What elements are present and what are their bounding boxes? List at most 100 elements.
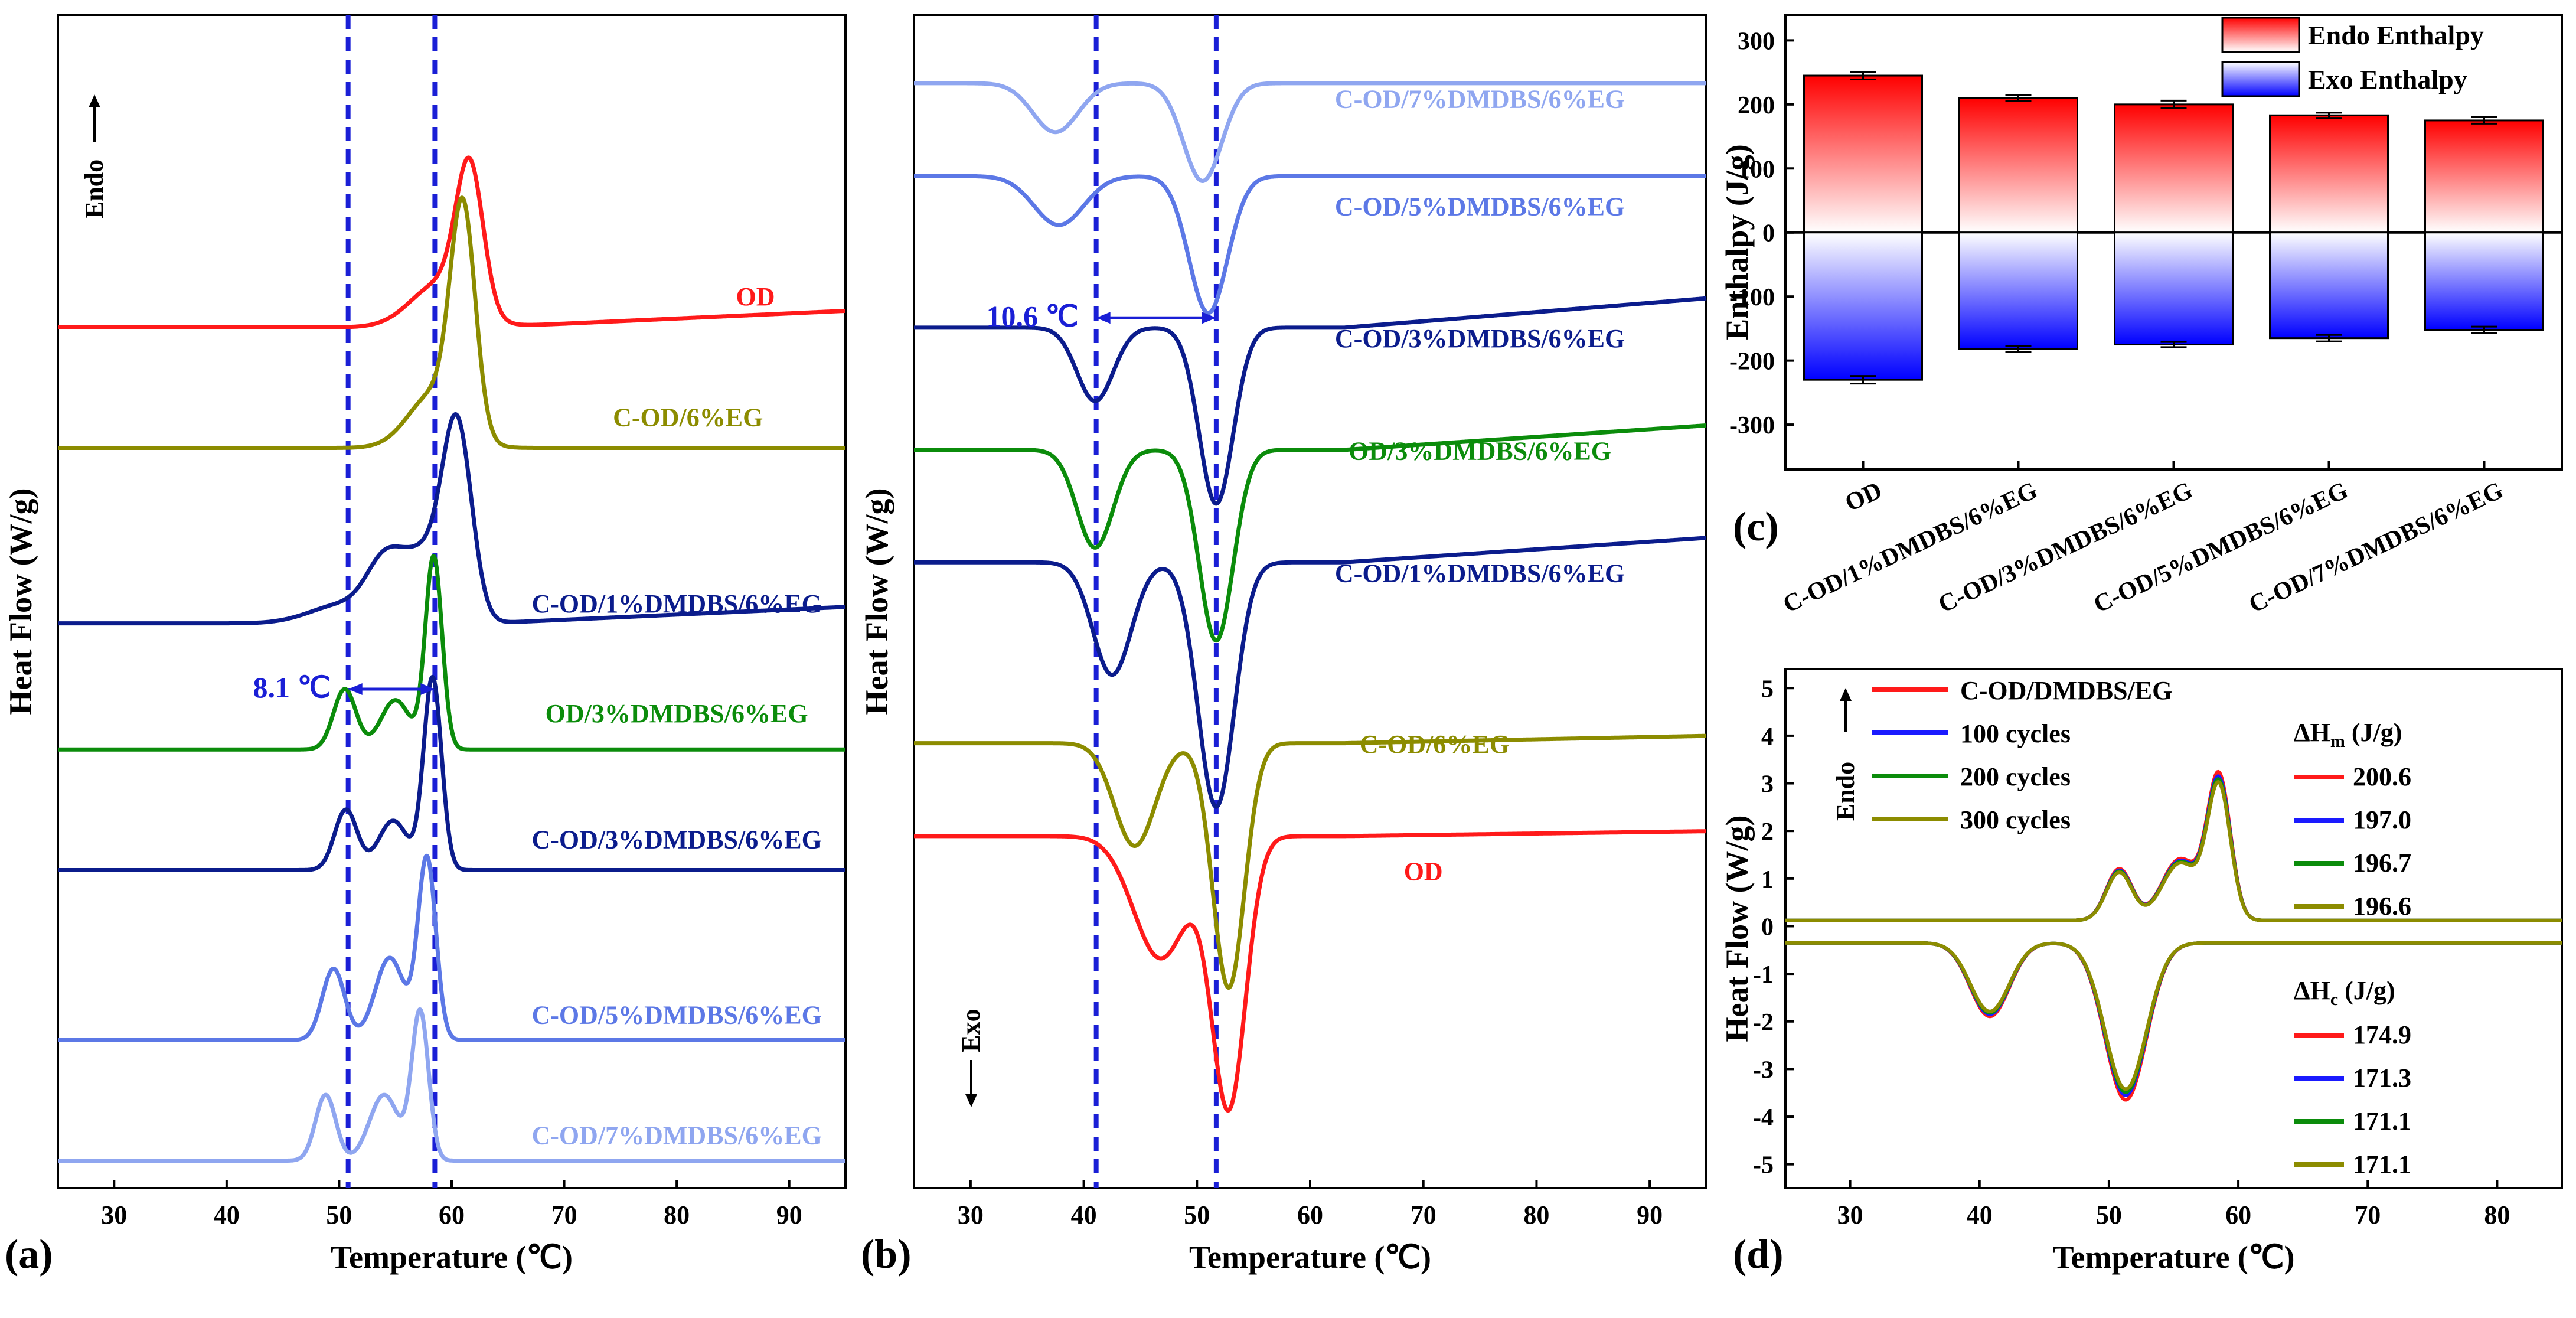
curve-label: C-OD/7%DMDBS/6%EG <box>531 1121 821 1150</box>
x-tick-label: 30 <box>958 1200 984 1229</box>
category-label: C-OD/5%DMDBS/6%EG <box>2089 477 2352 618</box>
curve-label: OD/3%DMDBS/6%EG <box>546 699 808 728</box>
x-tick-label: 70 <box>551 1200 577 1229</box>
x-tick-label: 90 <box>776 1200 802 1229</box>
x-axis-label: Temperature (℃) <box>2052 1239 2294 1275</box>
bar-endo <box>2114 103 2234 234</box>
category-label: C-OD/1%DMDBS/6%EG <box>1779 477 2042 618</box>
category-label: OD <box>1841 477 1886 517</box>
heating-curve <box>1785 774 2562 922</box>
y-tick-label: 100 <box>1738 156 1775 183</box>
y-axis-label: Enthalpy (J/g) <box>1719 144 1755 340</box>
panel-label: (b) <box>861 1232 912 1277</box>
curve-c-od-7-dmdbs-6-eg <box>912 81 1708 183</box>
plot-frame <box>913 14 1707 1189</box>
legend-label: Exo Enthalpy <box>2308 64 2467 94</box>
panel-a: 30 40 50 60 70 80 90 OD C-OD/6%EG C-OD/1%DMDBS/6%… <box>3 14 847 1277</box>
bar-endo <box>1803 74 1923 234</box>
category-label: C-OD/3%DMDBS/6%EG <box>1934 477 2197 618</box>
annotation-arrow-head-right <box>420 683 435 696</box>
bar-exo <box>1803 231 1923 381</box>
curve-label: C-OD/6%EG <box>613 403 763 432</box>
panel-label: (d) <box>1733 1232 1784 1277</box>
y-tick-label: -100 <box>1729 284 1775 311</box>
category-label: C-OD/7%DMDBS/6%EG <box>2245 477 2508 618</box>
y-tick-label: -200 <box>1729 348 1775 376</box>
bar-endo <box>2424 119 2544 234</box>
x-axis-label: Temperature (℃) <box>331 1239 573 1275</box>
y-axis-label: Heat Flow (W/g) <box>859 488 894 715</box>
y-tick-label: 4 <box>1761 723 1774 751</box>
panel-b: 30 40 50 60 70 80 90 C-OD/7%DMDBS/6%EG C-OD/5%DM… <box>859 14 1708 1277</box>
delta-h-value: 200.6 <box>2353 762 2411 791</box>
curve-label: C-OD/5%DMDBS/6%EG <box>1335 192 1625 221</box>
delta-h-value: 196.6 <box>2353 892 2411 921</box>
y-tick-label: 3 <box>1761 771 1774 798</box>
direction-arrow-head <box>965 1094 977 1107</box>
legend-label: 200 cycles <box>1960 762 2071 791</box>
cooling-curve <box>1785 941 2562 1102</box>
x-tick-label: 80 <box>664 1200 690 1229</box>
direction-arrow-head <box>1840 688 1852 701</box>
legend-label: 100 cycles <box>1960 719 2071 748</box>
y-tick-label: -1 <box>1753 961 1774 988</box>
direction-label: Endo <box>80 159 109 218</box>
x-tick-label: 30 <box>101 1200 127 1229</box>
x-tick-label: 40 <box>214 1200 240 1229</box>
y-axis-label: Heat Flow (W/g) <box>3 488 38 715</box>
curve-label: C-OD/3%DMDBS/6%EG <box>531 825 821 854</box>
heating-curve <box>1785 780 2562 922</box>
curve-label: C-OD/3%DMDBS/6%EG <box>1335 324 1625 353</box>
curve-label: C-OD/7%DMDBS/6%EG <box>1335 84 1625 113</box>
y-tick-label: 0 <box>1762 220 1775 247</box>
y-tick-label: 0 <box>1761 914 1774 941</box>
x-tick-label: 60 <box>1297 1200 1323 1229</box>
curve-od-3-dmdbs-6-eg <box>912 423 1708 643</box>
cooling-curve <box>1785 941 2562 1094</box>
y-tick-label: 300 <box>1738 28 1775 55</box>
x-tick-label: 80 <box>1523 1200 1549 1229</box>
x-tick-label: 50 <box>1184 1200 1210 1229</box>
curve-od <box>912 829 1708 1113</box>
x-tick-label: 50 <box>326 1200 352 1229</box>
x-tick-label: 70 <box>2355 1200 2381 1229</box>
curve-label: C-OD/1%DMDBS/6%EG <box>531 589 821 618</box>
y-tick-label: 200 <box>1738 92 1775 119</box>
x-tick-label: 40 <box>1967 1200 1993 1229</box>
curve-c-od-6-eg <box>56 195 847 450</box>
delta-h-value: 171.1 <box>2353 1107 2411 1136</box>
y-tick-label: 5 <box>1761 676 1774 703</box>
curve-label: C-OD/1%DMDBS/6%EG <box>1335 559 1625 588</box>
cooling-curve <box>1785 941 2562 1091</box>
x-tick-label: 80 <box>2484 1200 2510 1229</box>
curve-c-od-1-dmdbs-6-eg <box>912 536 1708 809</box>
delta-h-value: 196.7 <box>2353 849 2411 877</box>
y-tick-label: -4 <box>1753 1104 1774 1131</box>
direction-label: Exo <box>956 1009 985 1052</box>
x-tick-label: 30 <box>1837 1200 1863 1229</box>
bar-endo <box>2269 114 2389 234</box>
delta-h-value: 174.9 <box>2353 1020 2411 1049</box>
delta-h-value: 197.0 <box>2353 805 2411 834</box>
x-tick-label: 90 <box>1637 1200 1663 1229</box>
y-tick-label: -300 <box>1729 412 1775 439</box>
y-tick-label: -2 <box>1753 1009 1774 1036</box>
x-tick-label: 60 <box>2225 1200 2251 1229</box>
delta-h-value: 171.3 <box>2353 1063 2411 1092</box>
annotation-arrow-head-right <box>1202 312 1216 324</box>
curve-c-od-6-eg <box>912 733 1708 990</box>
delta-h-heading: ΔHm (J/g) <box>2294 718 2402 751</box>
panel-c: -300 -200 -100 0 100 200 300 ODC-OD/1%DMDBS/6%E… <box>1719 14 2563 618</box>
y-tick-label: 1 <box>1761 866 1774 893</box>
direction-label: Endo <box>1831 762 1860 821</box>
plot-frame <box>1784 668 2563 1189</box>
curve-c-od-1-dmdbs-6-eg <box>56 412 847 626</box>
curve-c-od-7-dmdbs-6-eg <box>56 1007 847 1163</box>
annotation-label: 8.1 ℃ <box>253 671 331 704</box>
legend-label: Endo Enthalpy <box>2308 20 2484 50</box>
curve-od <box>56 155 847 330</box>
x-axis-label: Temperature (℃) <box>1189 1239 1431 1275</box>
delta-h-value: 171.1 <box>2353 1150 2411 1179</box>
annotation-arrow-head-left <box>1096 312 1111 324</box>
curve-label: C-OD/5%DMDBS/6%EG <box>531 1000 821 1029</box>
